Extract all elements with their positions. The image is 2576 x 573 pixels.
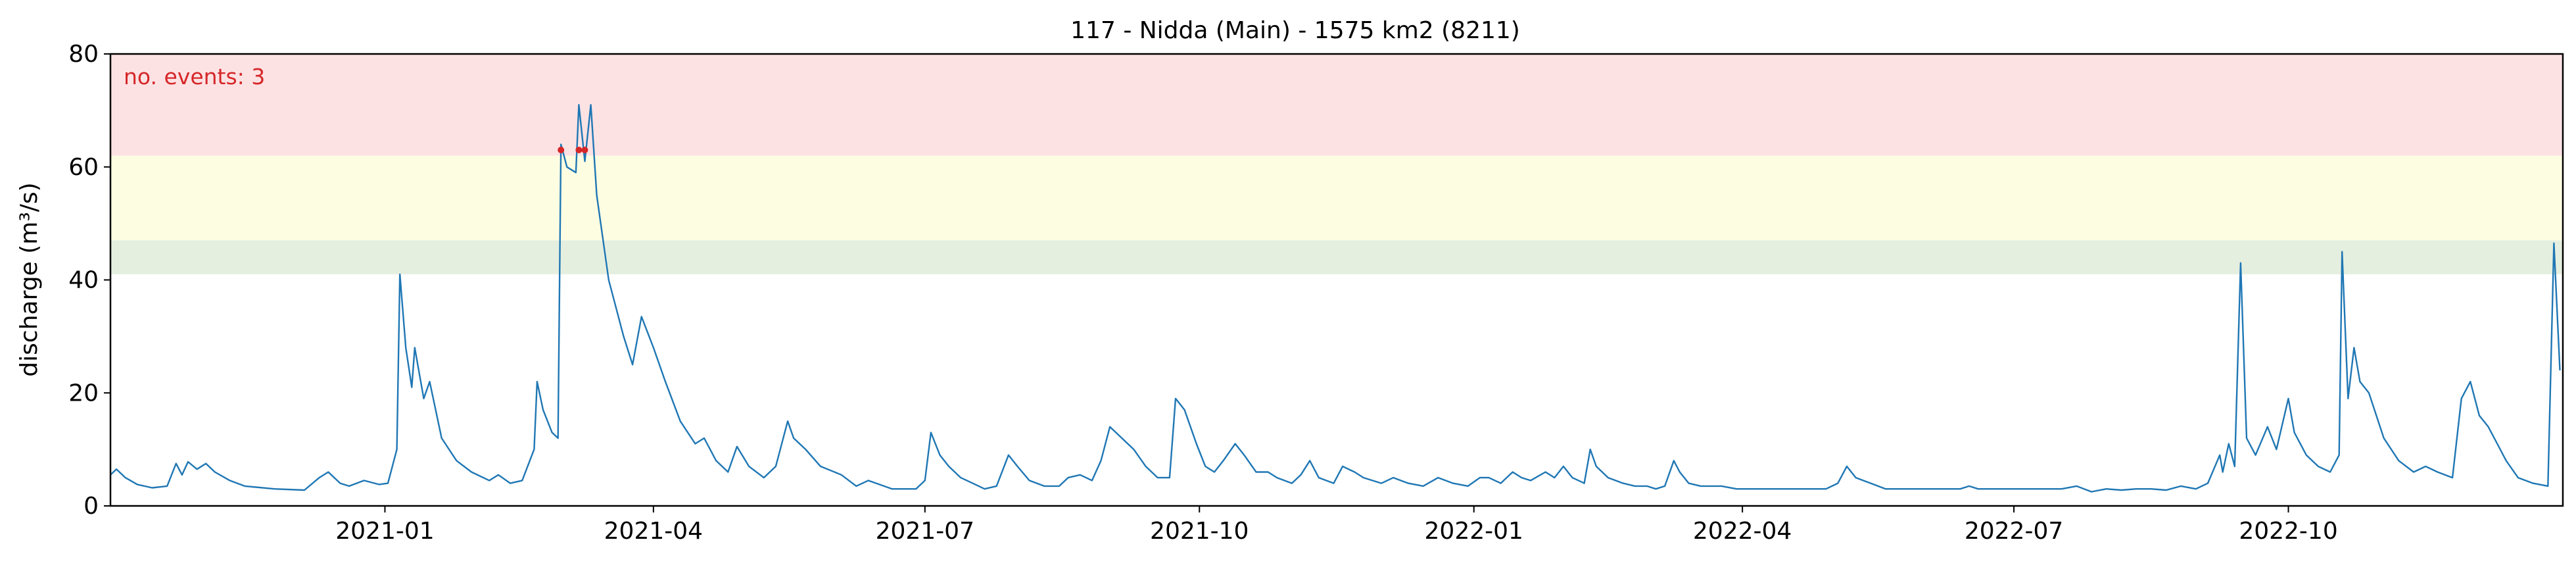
y-tick-label-60: 60 bbox=[68, 154, 99, 181]
x-tick-label-2021-01: 2021-01 bbox=[335, 518, 434, 545]
threshold-bands bbox=[110, 54, 2563, 274]
y-axis: 0 20 40 60 80 bbox=[68, 41, 110, 520]
y-tick-label-40: 40 bbox=[68, 267, 99, 294]
event-marker-2 bbox=[575, 146, 583, 153]
x-tick-label-2021-07: 2021-07 bbox=[876, 518, 974, 545]
series-line-1 bbox=[110, 104, 2561, 493]
event-marker-1 bbox=[558, 146, 565, 153]
y-tick-label-80: 80 bbox=[68, 41, 99, 68]
y-tick-label-0: 0 bbox=[83, 493, 99, 520]
x-tick-label-2021-10: 2021-10 bbox=[1150, 518, 1249, 545]
y-tick-label-20: 20 bbox=[68, 380, 99, 407]
threshold-band-2 bbox=[110, 155, 2563, 241]
event-markers bbox=[558, 146, 588, 153]
x-tick-label-2021-04: 2021-04 bbox=[604, 518, 703, 545]
x-tick-label-2022-04: 2022-04 bbox=[1693, 518, 1792, 545]
x-tick-label-2022-10: 2022-10 bbox=[2239, 518, 2337, 545]
y-axis-label: discharge (m³/s) bbox=[16, 182, 43, 376]
threshold-band-1 bbox=[110, 240, 2563, 274]
x-tick-label-2022-01: 2022-01 bbox=[1425, 518, 1523, 545]
event-marker-3 bbox=[581, 146, 588, 153]
event-count-annotation: no. events: 3 bbox=[124, 64, 265, 89]
chart-title: 117 - Nidda (Main) - 1575 km2 (8211) bbox=[1070, 17, 1520, 44]
x-tick-label-2022-07: 2022-07 bbox=[1965, 518, 2063, 545]
x-axis: 2021-01 2021-04 2021-07 2021-10 2022-01 2022-… bbox=[335, 506, 2338, 545]
threshold-band-3 bbox=[110, 54, 2563, 156]
discharge-series bbox=[110, 104, 2561, 493]
